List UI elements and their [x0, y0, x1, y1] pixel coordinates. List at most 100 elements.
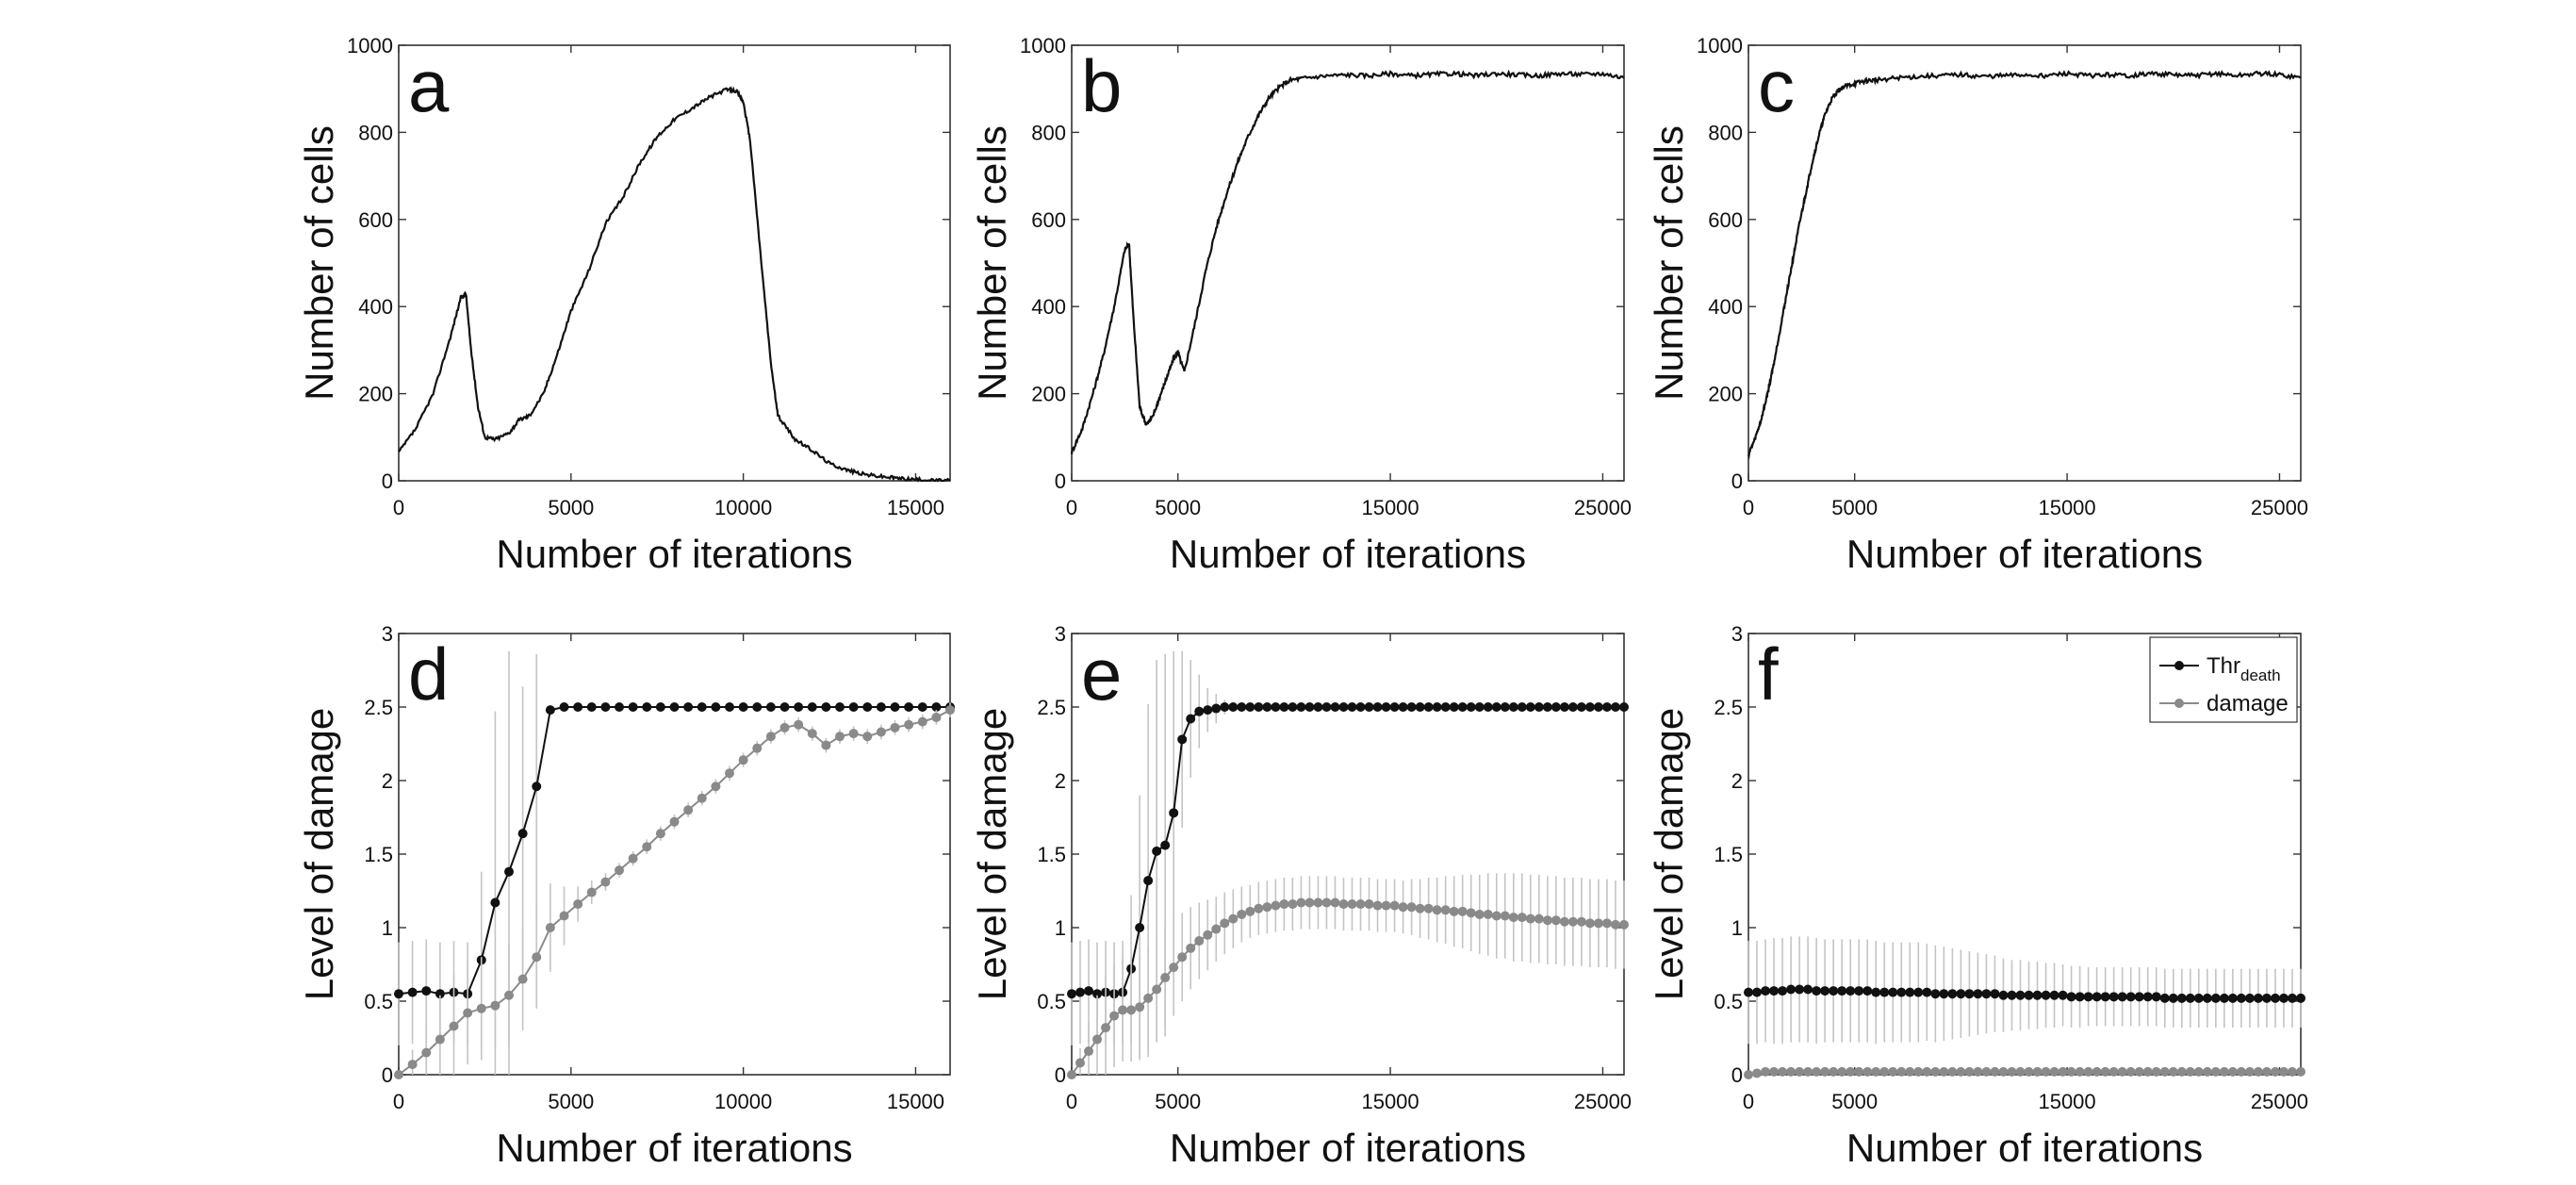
- panel-f: 0 0.5 1 1.5 2 2.5 3 0 5000 15000 25000 Number of it…: [1647, 622, 2308, 1170]
- data-point: [1313, 897, 1323, 908]
- data-point: [615, 865, 624, 876]
- data-point: [1905, 987, 1915, 997]
- data-point: [2168, 1066, 2178, 1077]
- data-point: [1610, 702, 1620, 712]
- series-Thr_death-e: [1067, 650, 1629, 1061]
- data-point: [2100, 1066, 2110, 1077]
- data-point: [1930, 989, 1941, 999]
- data-point: [1896, 1066, 1907, 1077]
- data-point: [1517, 702, 1527, 712]
- data-point: [1228, 702, 1239, 712]
- data-point: [1837, 986, 1847, 996]
- data-point: [2202, 1066, 2212, 1077]
- data-point: [1177, 734, 1188, 745]
- data-point: [615, 702, 624, 712]
- data-point: [490, 897, 500, 908]
- y-axis-label: Level of damage: [297, 708, 341, 1001]
- data-point: [1786, 984, 1797, 995]
- data-point: [2151, 1066, 2161, 1077]
- data-point: [2100, 992, 2110, 1002]
- x-tick-label: 5000: [548, 1090, 594, 1113]
- series-line: [398, 86, 951, 483]
- data-point: [600, 877, 611, 887]
- data-point: [1398, 902, 1408, 913]
- data-point: [421, 986, 432, 996]
- data-point: [669, 816, 680, 827]
- data-point: [435, 989, 445, 999]
- data-point: [1415, 903, 1425, 913]
- x-tick-label: 10000: [714, 496, 772, 519]
- data-point: [1567, 916, 1578, 927]
- data-point: [2142, 992, 2153, 1002]
- data-point: [1879, 987, 1890, 997]
- data-point: [697, 702, 707, 712]
- data-point: [1761, 986, 1771, 996]
- data-point: [1330, 702, 1340, 712]
- data-point: [1896, 987, 1907, 997]
- x-tick-label: 15000: [887, 1090, 944, 1113]
- x-tick-label: 5000: [548, 496, 594, 519]
- data-point: [1347, 899, 1357, 910]
- x-tick-label: 25000: [2251, 496, 2308, 519]
- data-point: [1296, 702, 1306, 712]
- data-point: [2236, 993, 2246, 1003]
- data-point: [1778, 986, 1788, 996]
- data-point: [1862, 986, 1873, 996]
- y-tick-label: 0.5: [364, 990, 393, 1013]
- data-point: [1194, 936, 1205, 946]
- series-cells-c: [1747, 70, 2302, 460]
- data-point: [1854, 986, 1864, 996]
- data-point: [1593, 918, 1603, 929]
- data-point: [1795, 984, 1805, 995]
- data-point: [2185, 993, 2195, 1003]
- data-point: [1254, 903, 1264, 913]
- data-point: [2092, 1066, 2102, 1077]
- y-tick-label: 0.5: [1714, 990, 1743, 1013]
- data-point: [752, 743, 763, 753]
- y-tick-label: 1: [1731, 916, 1743, 940]
- data-point: [1313, 702, 1323, 712]
- data-point: [2227, 1066, 2238, 1077]
- data-point: [1381, 702, 1391, 712]
- data-point: [628, 702, 638, 712]
- data-point: [2236, 1066, 2246, 1077]
- y-tick-label: 600: [1708, 208, 1743, 232]
- data-point: [1981, 1066, 1992, 1077]
- data-point: [1534, 702, 1544, 712]
- data-point: [1551, 702, 1561, 712]
- data-point: [1415, 702, 1425, 712]
- data-point: [655, 702, 665, 712]
- x-tick-label: 0: [393, 496, 404, 519]
- panel-letter: a: [408, 44, 450, 127]
- data-point: [1364, 899, 1374, 910]
- data-point: [586, 702, 597, 712]
- data-point: [2125, 992, 2136, 1002]
- data-point: [545, 705, 555, 716]
- data-point: [1939, 989, 1949, 999]
- data-point: [1262, 702, 1272, 712]
- data-point: [794, 702, 804, 712]
- data-point: [1355, 899, 1366, 910]
- data-point: [2227, 993, 2238, 1003]
- data-point: [1752, 1068, 1763, 1078]
- data-point: [1956, 1066, 1966, 1077]
- data-point: [1500, 911, 1510, 921]
- data-point: [1406, 902, 1417, 913]
- data-point: [2253, 1066, 2263, 1077]
- y-tick-label: 1: [1055, 916, 1066, 940]
- data-point: [765, 702, 776, 712]
- data-point: [1288, 899, 1298, 910]
- data-point: [890, 702, 900, 712]
- data-point: [2015, 1066, 2026, 1077]
- data-point: [532, 952, 542, 963]
- data-point: [1769, 986, 1780, 996]
- data-point: [1939, 1066, 1949, 1077]
- data-point: [1837, 1066, 1847, 1077]
- data-point: [1786, 1066, 1797, 1077]
- data-point: [931, 702, 942, 712]
- data-point: [835, 702, 845, 712]
- x-axis-label: Number of iterations: [1846, 532, 2203, 576]
- data-point: [1619, 919, 1629, 930]
- y-tick-label: 0: [382, 1063, 393, 1087]
- data-point: [1871, 1066, 1881, 1077]
